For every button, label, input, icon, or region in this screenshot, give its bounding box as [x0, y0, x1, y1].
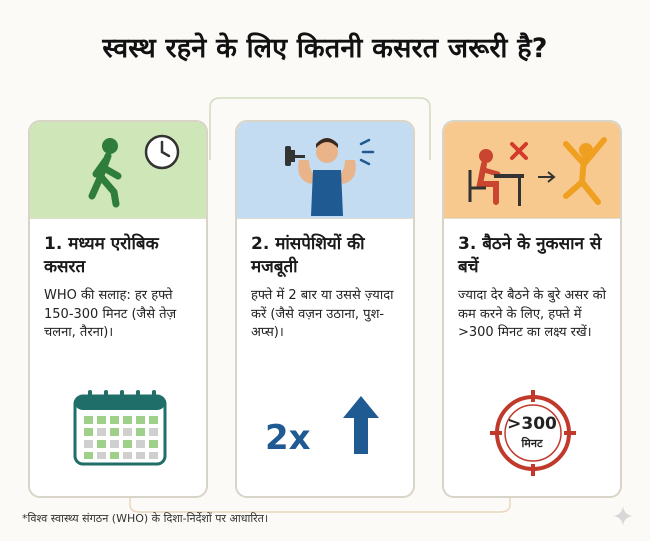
target-value: >300 [507, 414, 557, 434]
target-unit: मिनट [521, 437, 543, 450]
card-sedentary-heading: 3. बैठने के नुकसान से बचें [458, 234, 602, 277]
footnote: *विश्व स्वास्थ्य संगठन (WHO) के दिशा-निर… [22, 512, 269, 525]
card-sedentary: 3. बैठने के नुकसान से बचें ज्यादा देर बै… [442, 120, 622, 498]
sparkle-icon [613, 506, 633, 526]
twice-weekly-graphic: 2x [265, 418, 311, 458]
target-icon [490, 390, 576, 476]
arrow-right-icon [538, 171, 556, 183]
card-strength-header [237, 122, 413, 219]
card-strength-body: हफ्ते में 2 बार या उससे ज़्यादा करें (जै… [251, 288, 394, 340]
page-title: स्वस्थ रहने के लिए कितनी कसरत जरूरी है? [102, 33, 548, 64]
cross-icon [510, 142, 528, 160]
sitting-at-desk-icon [468, 149, 524, 206]
calendar-icon [73, 390, 167, 466]
card-strength-heading: 2. मांसपेशियों की मजबूती [251, 234, 365, 277]
card-strength: 2. मांसपेशियों की मजबूती हफ्ते में 2 बार… [235, 120, 415, 498]
walking-person-icon [88, 138, 122, 208]
card-aerobic-body: WHO की सलाह: हर हफ्ते 150-300 मिनट (जैसे… [44, 288, 177, 340]
card-aerobic-header [30, 122, 206, 219]
card-sedentary-body: ज्यादा देर बैठने के बुरे असर को कम करने … [458, 288, 606, 340]
card-aerobic: 1. मध्यम एरोबिक कसरत WHO की सलाह: हर हफ्… [28, 120, 208, 498]
card-sedentary-header [444, 122, 620, 219]
card-aerobic-heading: 1. मध्यम एरोबिक कसरत [44, 234, 159, 277]
weightlifter-icon [285, 138, 375, 216]
up-arrow-icon [343, 396, 379, 454]
jumping-person-icon [563, 137, 607, 205]
clock-icon [144, 134, 180, 170]
